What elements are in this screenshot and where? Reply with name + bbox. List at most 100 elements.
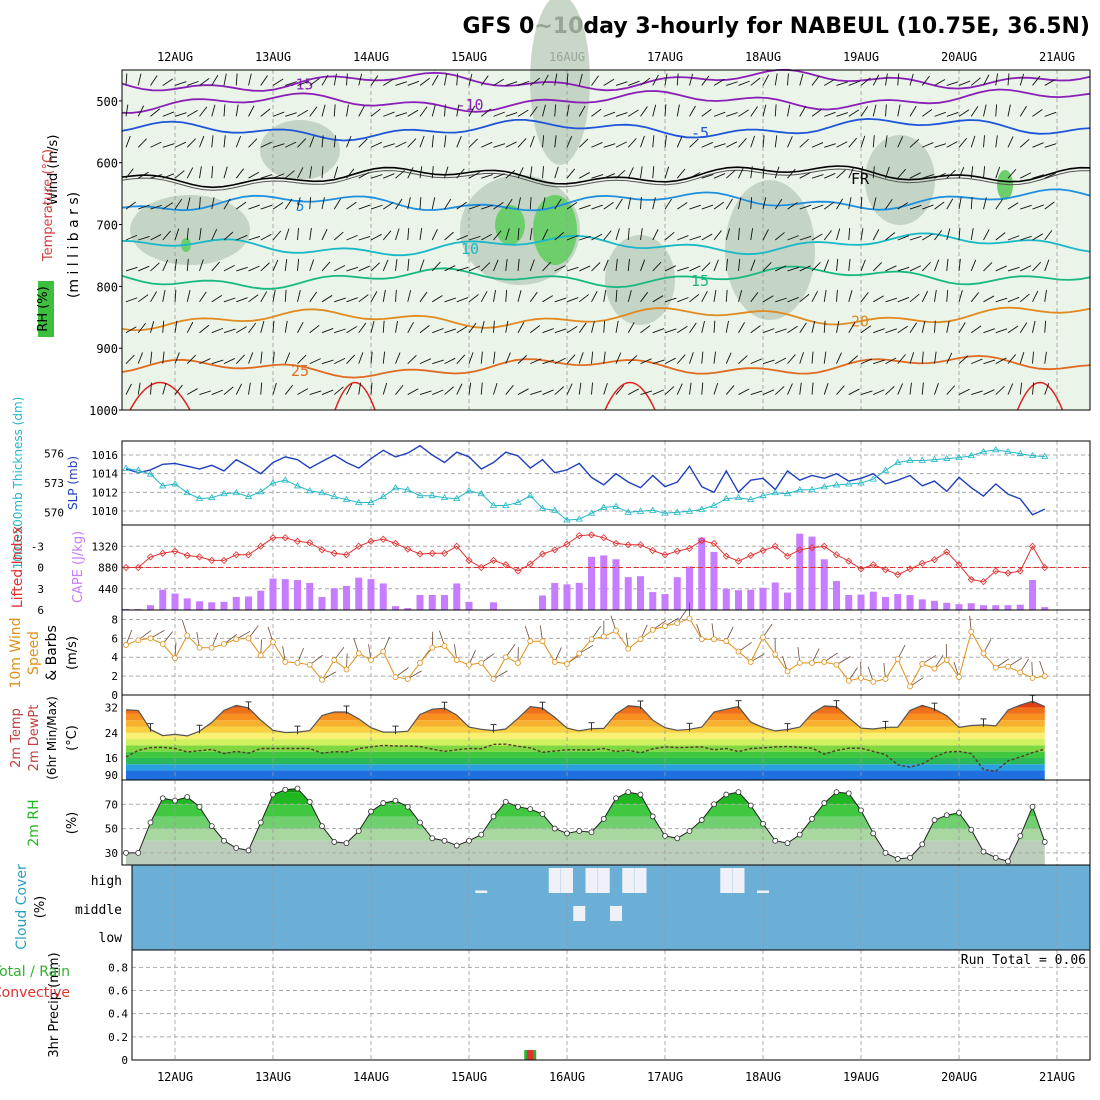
wind-barb bbox=[554, 104, 557, 117]
li-marker bbox=[857, 565, 865, 573]
wind-speed-marker bbox=[625, 645, 632, 652]
wind-barb bbox=[934, 383, 939, 395]
wind-barb bbox=[958, 355, 969, 364]
wind-speed-marker bbox=[184, 632, 191, 639]
wind-barb bbox=[456, 297, 469, 303]
wind-barb bbox=[235, 168, 244, 179]
cape-bar bbox=[1004, 605, 1012, 610]
wind-barb bbox=[922, 174, 934, 179]
wind-barb bbox=[150, 351, 153, 364]
wind-barb bbox=[223, 104, 226, 117]
wind-barb bbox=[885, 198, 893, 210]
wind-barb bbox=[799, 382, 802, 395]
temp-axis-label-4: (°C) bbox=[65, 725, 80, 751]
wind-barb bbox=[297, 290, 301, 302]
wind-barb bbox=[493, 289, 497, 302]
wind-barb bbox=[297, 321, 304, 333]
wind-barb bbox=[591, 75, 599, 86]
wind-barb bbox=[236, 266, 248, 272]
wind-barb bbox=[174, 198, 183, 210]
wind-barb bbox=[652, 166, 655, 179]
wind-barb bbox=[395, 320, 398, 333]
li-marker bbox=[930, 556, 939, 564]
isotherm-label: 25 bbox=[291, 362, 309, 380]
wind-barb bbox=[517, 258, 520, 271]
wind-barb bbox=[419, 166, 423, 179]
wind-speed-marker bbox=[123, 642, 129, 648]
wind-barb bbox=[909, 172, 921, 179]
wind-barb bbox=[713, 230, 722, 241]
li-marker bbox=[1004, 569, 1012, 577]
wind-speed-marker bbox=[196, 644, 203, 651]
li-marker bbox=[551, 546, 559, 554]
wind-barb bbox=[934, 79, 946, 86]
wind-barb bbox=[235, 201, 247, 210]
wind-speed-marker bbox=[257, 652, 264, 659]
cape-bar bbox=[624, 577, 632, 610]
wind-barb bbox=[395, 198, 403, 210]
wind-barb bbox=[493, 320, 495, 333]
li-marker bbox=[195, 553, 204, 561]
wind-speed-marker bbox=[221, 641, 227, 647]
panel-frame bbox=[121, 69, 1091, 411]
rh-marker bbox=[1041, 839, 1048, 845]
wind-barb bbox=[762, 74, 770, 86]
wind-barb bbox=[762, 359, 775, 365]
thickness-marker bbox=[869, 475, 877, 482]
temp-band bbox=[122, 695, 1090, 701]
wind-barb bbox=[321, 104, 326, 117]
wind-barb bbox=[713, 320, 716, 333]
wind-barb bbox=[1044, 143, 1057, 148]
wind-barb bbox=[811, 75, 820, 86]
wind-barb bbox=[346, 266, 359, 272]
cloud-bar bbox=[561, 868, 573, 893]
wind-barb bbox=[346, 383, 353, 395]
temp-band bbox=[126, 764, 1045, 771]
wind-barb bbox=[223, 265, 235, 272]
cape-bar bbox=[820, 559, 828, 610]
wind-barb bbox=[235, 135, 242, 148]
li-marker bbox=[759, 546, 767, 555]
thickness-marker bbox=[257, 488, 265, 495]
wind-barb bbox=[297, 228, 299, 241]
wind-barb bbox=[297, 167, 304, 179]
wind-barb bbox=[652, 295, 664, 303]
wind-barb bbox=[505, 385, 514, 395]
cape-bar bbox=[1041, 607, 1049, 610]
wind-barb bbox=[995, 357, 1007, 365]
wind-barb bbox=[578, 352, 584, 364]
cape-bar bbox=[220, 601, 228, 610]
wind-barb bbox=[346, 234, 358, 241]
wind-barb bbox=[125, 266, 138, 272]
wind-barb bbox=[480, 262, 491, 272]
wind-barb bbox=[211, 166, 214, 179]
wind-barb bbox=[652, 197, 656, 210]
wind-barb bbox=[811, 382, 814, 395]
wind-barb bbox=[603, 201, 614, 210]
rh-marker bbox=[319, 823, 325, 830]
wind-barb bbox=[505, 112, 518, 117]
precip-tick-label: 0.4 bbox=[108, 1008, 128, 1021]
wind-barb bbox=[578, 322, 587, 333]
wind-tick-label: 4 bbox=[111, 651, 118, 664]
wind-barb bbox=[150, 108, 161, 117]
wind-barb bbox=[640, 358, 652, 365]
wind-barb bbox=[1019, 105, 1027, 117]
wind-barb bbox=[1007, 296, 1020, 303]
wind-barb bbox=[897, 354, 906, 364]
wind-barb bbox=[370, 382, 373, 395]
wind-speed-marker bbox=[858, 675, 864, 681]
wind-barb bbox=[468, 138, 478, 148]
wind-barb bbox=[995, 166, 1001, 179]
wind-speed-marker bbox=[637, 636, 644, 643]
wind-barb bbox=[1007, 325, 1019, 334]
precip-legend-convective: Convective bbox=[0, 985, 70, 1001]
wind-barb bbox=[787, 383, 793, 395]
top-date-label: 12AUG bbox=[157, 50, 193, 64]
wind-barb bbox=[848, 197, 852, 210]
wind-barb bbox=[738, 258, 741, 271]
wind-barb bbox=[211, 135, 214, 148]
wind-barb bbox=[456, 168, 465, 179]
wind-speed-marker bbox=[172, 655, 178, 662]
wind-speed-marker bbox=[282, 659, 289, 665]
